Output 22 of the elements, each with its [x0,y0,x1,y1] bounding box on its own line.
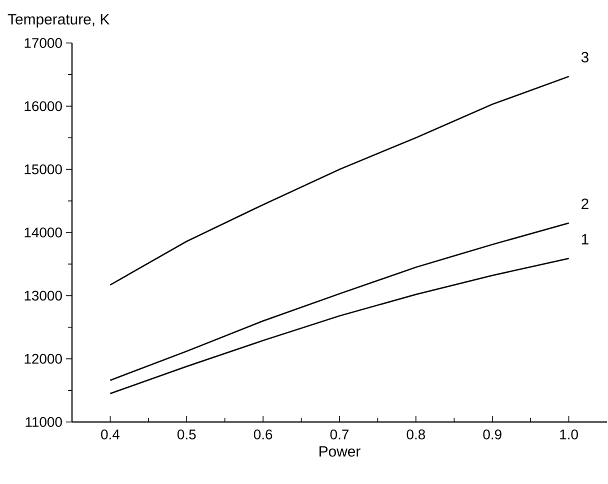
y-tick-label: 17000 [24,38,62,48]
x-tick-label: 1.0 [560,430,578,440]
line-series [110,76,570,286]
y-tick-label: 14000 [24,228,62,238]
y-tick-label: 12000 [24,354,62,364]
x-tick-label: 0.5 [177,430,196,440]
y-tick-label: 13000 [24,290,62,301]
line-series [110,258,570,394]
line-series [110,222,570,382]
series-label: 1 [582,234,588,244]
x-axis-title: Power [320,446,360,457]
x-tick-label: 0.6 [254,430,272,440]
y-tick-label: 11000 [26,417,62,427]
x-tick-label: 0.7 [330,430,348,440]
y-axis-title: Temperature, K [8,14,110,28]
x-tick-label: 0.4 [101,430,120,440]
x-tick-label: 0.8 [406,430,426,440]
series-label: 2 [582,198,588,210]
x-tick-label: 0.9 [483,430,502,440]
y-tick-label: 16000 [24,101,62,112]
series-label: 3 [581,52,588,62]
y-tick-label: 15000 [24,164,62,174]
